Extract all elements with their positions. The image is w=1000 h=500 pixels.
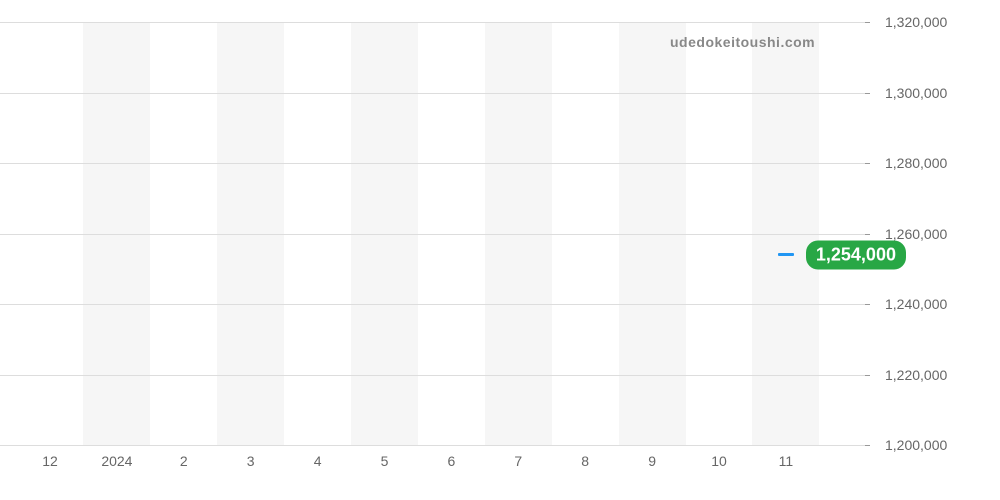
y-axis-label: 1,320,000 [885,14,947,30]
y-axis-label: 1,200,000 [885,437,947,453]
watermark-text: udedokeitoushi.com [670,34,815,50]
x-axis-label: 8 [581,453,589,469]
x-axis-label: 4 [314,453,322,469]
y-axis-label: 1,300,000 [885,85,947,101]
gridline [0,163,870,164]
gridline [0,445,870,446]
y-tick [865,234,870,235]
gridline [0,234,870,235]
y-tick [865,445,870,446]
y-axis-label: 1,240,000 [885,296,947,312]
y-tick [865,163,870,164]
price-dash [778,253,794,256]
gridline [0,93,870,94]
x-axis-label: 10 [711,453,727,469]
gridline [0,304,870,305]
y-axis-label: 1,220,000 [885,367,947,383]
x-axis-label: 2 [180,453,188,469]
current-price-badge: 1,254,000 [806,240,906,269]
plot-area [0,22,870,445]
y-axis-label: 1,260,000 [885,226,947,242]
y-tick [865,375,870,376]
x-axis-label: 9 [648,453,656,469]
x-axis-label: 11 [779,453,794,469]
y-tick [865,93,870,94]
gridline [0,22,870,23]
x-axis-label: 7 [514,453,522,469]
x-axis-label: 12 [42,453,58,469]
x-axis-label: 3 [247,453,255,469]
price-chart: 1,320,000 1,300,000 1,280,000 1,260,000 1,24… [0,0,1000,500]
x-axis-label: 5 [381,453,389,469]
y-tick [865,22,870,23]
y-tick [865,304,870,305]
x-axis-label: 2024 [101,453,132,469]
x-axis-label: 6 [447,453,455,469]
y-axis-label: 1,280,000 [885,155,947,171]
gridline [0,375,870,376]
